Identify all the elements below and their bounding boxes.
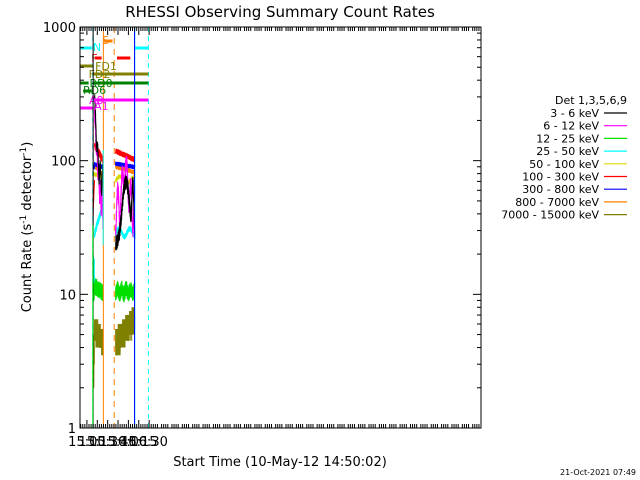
- legend-label: 25 - 50 keV: [536, 145, 599, 158]
- x-axis: 15:0015:1515:3015:4516:0016:1516:30: [68, 27, 479, 450]
- series-trace: [116, 307, 135, 355]
- footer-timestamp: 21-Oct-2021 07:49: [560, 468, 636, 477]
- chart-svg: RHESSI Observing Summary Count Rates NSF…: [0, 0, 640, 480]
- legend-label: 7000 - 15000 keV: [501, 209, 599, 222]
- y-axis-label-end: ): [20, 142, 35, 147]
- legend-label: 300 - 800 keV: [522, 183, 599, 196]
- legend-label: 3 - 6 keV: [550, 107, 599, 120]
- plot-frame: [80, 27, 481, 428]
- y-axis-label-mid: detector: [20, 155, 35, 215]
- series-trace: [94, 319, 103, 355]
- chart-root: RHESSI Observing Summary Count Rates NSF…: [0, 0, 640, 480]
- x-tick-label: 16:30: [130, 435, 167, 450]
- x-axis-label: Start Time (10-May-12 14:50:02): [173, 455, 387, 470]
- y-tick-label: 1000: [43, 21, 76, 36]
- y-axis-label: Count Rate (s-1 detector-1): [19, 142, 35, 313]
- flag-label: A1: [94, 100, 109, 113]
- series-trace: [94, 278, 103, 302]
- y-axis-label-sup2: -1: [19, 147, 29, 156]
- y-axis-label-sup1: -1: [19, 215, 29, 224]
- y-tick-label: 1: [68, 422, 76, 437]
- y-tick-label: 10: [59, 288, 76, 303]
- legend-label: 800 - 7000 keV: [515, 196, 599, 209]
- legend-label: 6 - 12 keV: [543, 120, 599, 133]
- legend-label: 50 - 100 keV: [529, 158, 599, 171]
- legend-title: Det 1,3,5,6,9: [555, 94, 627, 107]
- flag-layer: NSFFD1FD2RD0RD6A0A1: [80, 27, 148, 428]
- y-tick-label: 100: [51, 155, 76, 170]
- legend-label: 12 - 25 keV: [536, 132, 599, 145]
- series-trace: [116, 149, 135, 163]
- chart-title: RHESSI Observing Summary Count Rates: [125, 3, 435, 21]
- y-axis-label-main: Count Rate (s: [20, 224, 35, 313]
- legend-label: 100 - 300 keV: [522, 171, 599, 184]
- series-trace: [116, 281, 135, 303]
- legend: 3 - 6 keV6 - 12 keV12 - 25 keV25 - 50 ke…: [501, 107, 627, 222]
